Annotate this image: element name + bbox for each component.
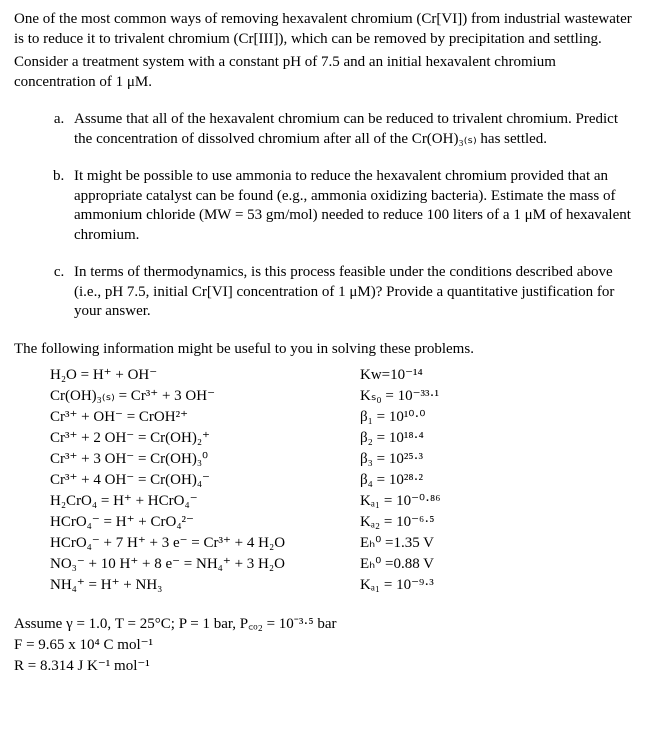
eq-right-7: Kₐ₁ = 10⁻⁰·⁸⁶ bbox=[360, 491, 634, 512]
eq-left-2: Cr(OH)₃₍ₛ₎ = Cr³⁺ + 3 OH⁻ bbox=[50, 386, 360, 407]
eq-left-8: HCrO₄⁻ = H⁺ + CrO₄²⁻ bbox=[50, 512, 360, 533]
part-b: It might be possible to use ammonia to r… bbox=[68, 167, 634, 245]
assume-line-1: Assume γ = 1.0, T = 25°C; P = 1 bar, P꜀ₒ… bbox=[14, 614, 634, 635]
eq-left-3: Cr³⁺ + OH⁻ = CrOH²⁺ bbox=[50, 407, 360, 428]
eq-right-11: Kₐ₁ = 10⁻⁹·³ bbox=[360, 575, 634, 596]
part-c: In terms of thermodynamics, is this proc… bbox=[68, 263, 634, 322]
assume-line-2: F = 9.65 x 10⁴ C mol⁻¹ bbox=[14, 635, 634, 656]
equations-block: H₂O = H⁺ + OH⁻ Cr(OH)₃₍ₛ₎ = Cr³⁺ + 3 OH⁻… bbox=[50, 365, 634, 596]
eq-left-1: H₂O = H⁺ + OH⁻ bbox=[50, 365, 360, 386]
part-a: Assume that all of the hexavalent chromi… bbox=[68, 110, 634, 149]
eq-right-9: Eₕ⁰ =1.35 V bbox=[360, 533, 634, 554]
eq-right-10: Eₕ⁰ =0.88 V bbox=[360, 554, 634, 575]
eq-left-5: Cr³⁺ + 3 OH⁻ = Cr(OH)₃⁰ bbox=[50, 449, 360, 470]
eq-left-11: NH₄⁺ = H⁺ + NH₃ bbox=[50, 575, 360, 596]
info-header: The following information might be usefu… bbox=[14, 340, 634, 360]
eq-left-9: HCrO₄⁻ + 7 H⁺ + 3 e⁻ = Cr³⁺ + 4 H₂O bbox=[50, 533, 360, 554]
eq-right-6: β₄ = 10²⁸·² bbox=[360, 470, 634, 491]
eq-right-3: β₁ = 10¹⁰·⁰ bbox=[360, 407, 634, 428]
eq-right-8: Kₐ₂ = 10⁻⁶·⁵ bbox=[360, 512, 634, 533]
eq-left-4: Cr³⁺ + 2 OH⁻ = Cr(OH)₂⁺ bbox=[50, 428, 360, 449]
parts-list: Assume that all of the hexavalent chromi… bbox=[14, 110, 634, 322]
assume-line-3: R = 8.314 J K⁻¹ mol⁻¹ bbox=[14, 656, 634, 677]
assumptions-block: Assume γ = 1.0, T = 25°C; P = 1 bar, P꜀ₒ… bbox=[14, 614, 634, 677]
eq-right-4: β₂ = 10¹⁸·⁴ bbox=[360, 428, 634, 449]
eq-right-5: β₃ = 10²⁵·³ bbox=[360, 449, 634, 470]
eq-right-2: Kₛ₀ = 10⁻³³·¹ bbox=[360, 386, 634, 407]
eq-right-1: Kᴡ=10⁻¹⁴ bbox=[360, 365, 634, 386]
intro-paragraph-2: Consider a treatment system with a const… bbox=[14, 53, 634, 92]
equations-left-column: H₂O = H⁺ + OH⁻ Cr(OH)₃₍ₛ₎ = Cr³⁺ + 3 OH⁻… bbox=[50, 365, 360, 596]
eq-left-10: NO₃⁻ + 10 H⁺ + 8 e⁻ = NH₄⁺ + 3 H₂O bbox=[50, 554, 360, 575]
eq-left-6: Cr³⁺ + 4 OH⁻ = Cr(OH)₄⁻ bbox=[50, 470, 360, 491]
equations-right-column: Kᴡ=10⁻¹⁴ Kₛ₀ = 10⁻³³·¹ β₁ = 10¹⁰·⁰ β₂ = … bbox=[360, 365, 634, 596]
eq-left-7: H₂CrO₄ = H⁺ + HCrO₄⁻ bbox=[50, 491, 360, 512]
intro-paragraph-1: One of the most common ways of removing … bbox=[14, 10, 634, 49]
